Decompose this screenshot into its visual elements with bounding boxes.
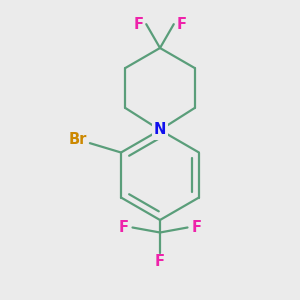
Text: F: F <box>155 254 165 269</box>
Text: F: F <box>191 220 201 235</box>
Text: F: F <box>176 17 186 32</box>
Text: Br: Br <box>69 132 87 147</box>
Text: N: N <box>154 122 166 137</box>
Text: F: F <box>134 17 144 32</box>
Text: F: F <box>119 220 129 235</box>
